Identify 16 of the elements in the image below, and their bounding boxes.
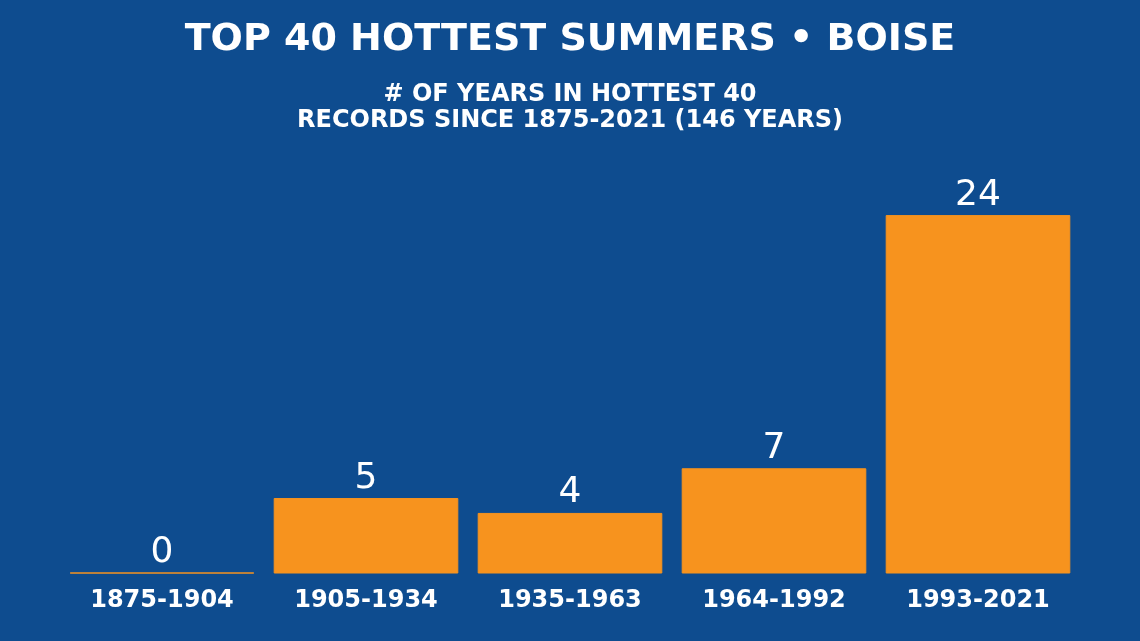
x-tick-label: 1935-1963 <box>498 584 642 613</box>
bar <box>273 498 459 574</box>
data-label: 24 <box>955 171 1001 213</box>
bar <box>681 468 867 574</box>
x-tick-label: 1875-1904 <box>90 584 234 613</box>
bar <box>885 215 1071 574</box>
data-label: 7 <box>762 424 786 466</box>
x-tick-label: 1905-1934 <box>294 584 438 613</box>
data-label: 4 <box>558 469 582 511</box>
data-label: 0 <box>150 529 174 570</box>
bar <box>477 512 663 574</box>
x-tick-label: 1993-2021 <box>906 584 1050 613</box>
data-label: 5 <box>354 454 378 496</box>
x-tick-label: 1964-1992 <box>702 584 846 613</box>
chart-title: TOP 40 HOTTEST SUMMERS • BOISE <box>184 15 956 59</box>
chart-subtitle: # OF YEARS IN HOTTEST 40 RECORDS SINCE 1875-2021 (146 YEARS) <box>296 79 844 133</box>
